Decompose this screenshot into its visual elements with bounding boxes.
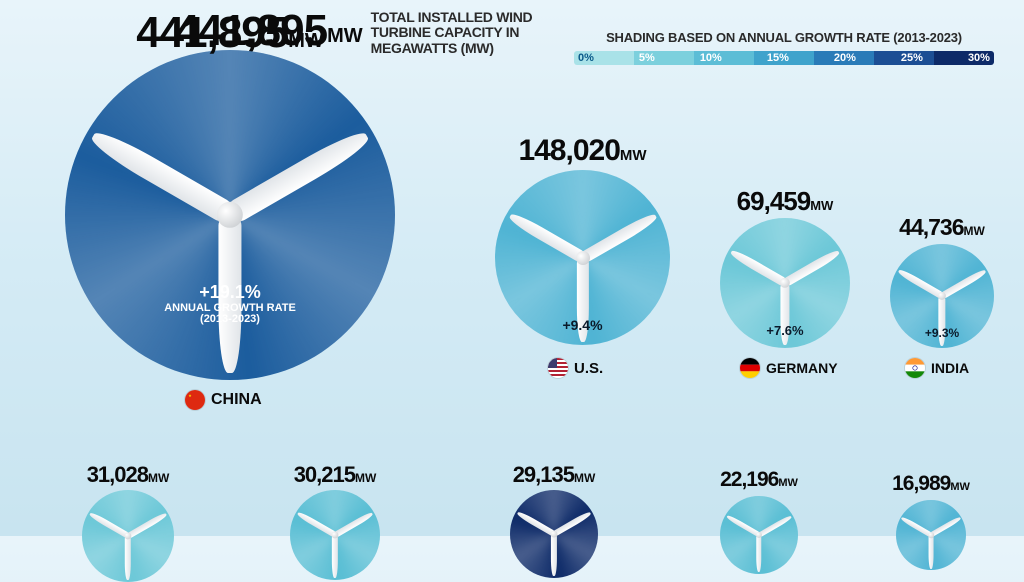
country-name: CHINA bbox=[211, 391, 262, 409]
turbine-item5: 30,215MW bbox=[290, 490, 380, 580]
turbine-item7: 22,196MW bbox=[720, 496, 798, 574]
turbine-rotor-icon bbox=[510, 490, 598, 578]
country-label: CHINA bbox=[185, 390, 262, 410]
legend-tick: 5% bbox=[639, 52, 655, 64]
flag-icon bbox=[185, 390, 205, 410]
turbine-u.s.: 148,020MW+9.4% bbox=[495, 170, 670, 345]
capacity-value: 69,459MW bbox=[694, 186, 876, 217]
growth-rate: +9.3% bbox=[890, 326, 994, 340]
country-name: GERMANY bbox=[766, 360, 838, 376]
country-name: U.S. bbox=[574, 360, 603, 377]
capacity-value: 44,736MW bbox=[869, 214, 1015, 241]
legend-tick: 10% bbox=[700, 52, 722, 64]
turbine-india: 44,736MW+9.3% bbox=[890, 244, 994, 348]
legend-tick: 20% bbox=[834, 52, 856, 64]
turbine-germany: 69,459MW+7.6% bbox=[720, 218, 850, 348]
legend-tick: 0% bbox=[578, 52, 594, 64]
flag-icon bbox=[548, 358, 568, 378]
country-label: GERMANY bbox=[740, 358, 838, 378]
flag-icon bbox=[905, 358, 925, 378]
turbine-rotor-icon bbox=[82, 490, 174, 582]
turbine-china: 441,895MW+19.1%ANNUAL GROWTH RATE(2013-2… bbox=[65, 50, 395, 380]
growth-rate: +7.6% bbox=[720, 323, 850, 338]
legend-tick: 15% bbox=[767, 52, 789, 64]
turbine-rotor-icon bbox=[720, 496, 798, 574]
turbine-rotor-icon bbox=[290, 490, 380, 580]
turbine-item8: 16,989MW bbox=[896, 500, 966, 570]
country-label: INDIA bbox=[905, 358, 969, 378]
legend-labels: 0% 5% 10% 15% 20% 25% 30% bbox=[574, 52, 994, 64]
capacity-value: 29,135MW bbox=[492, 462, 615, 488]
legend-tick: 30% bbox=[968, 52, 990, 64]
turbine-item4: 31,028MW bbox=[82, 490, 174, 582]
capacity-value: 441,895MW bbox=[0, 8, 461, 58]
capacity-value: 16,989MW bbox=[882, 472, 980, 496]
capacity-value: 22,196MW bbox=[704, 468, 813, 492]
capacity-value: 30,215MW bbox=[272, 462, 398, 488]
growth-rate: +9.4% bbox=[495, 317, 670, 333]
country-label: U.S. bbox=[548, 358, 603, 378]
capacity-value: 31,028MW bbox=[64, 462, 193, 488]
growth-rate: +19.1%ANNUAL GROWTH RATE(2013-2023) bbox=[65, 282, 395, 326]
legend-title: SHADING BASED ON ANNUAL GROWTH RATE (201… bbox=[574, 30, 994, 45]
country-name: INDIA bbox=[931, 360, 969, 376]
turbine-rotor-icon bbox=[65, 50, 395, 380]
turbine-item6: 29,135MW bbox=[510, 490, 598, 578]
capacity-value: 148,020MW bbox=[460, 134, 705, 168]
turbine-rotor-icon bbox=[896, 500, 966, 570]
legend: SHADING BASED ON ANNUAL GROWTH RATE (201… bbox=[574, 30, 994, 77]
flag-icon bbox=[740, 358, 760, 378]
legend-tick: 25% bbox=[901, 52, 923, 64]
